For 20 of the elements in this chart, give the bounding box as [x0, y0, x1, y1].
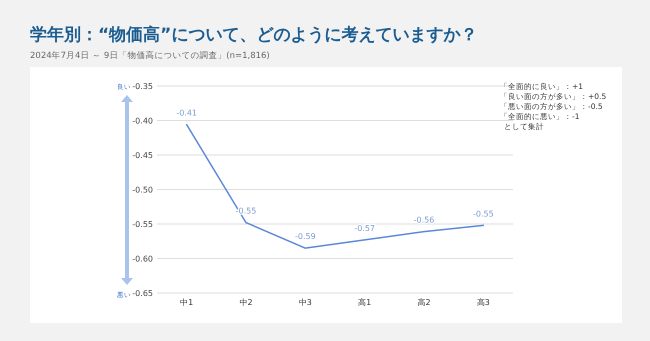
- data-label: -0.59: [294, 232, 316, 242]
- x-tick-label: 高2: [417, 298, 431, 307]
- y-tick-label: -0.60: [132, 254, 153, 264]
- data-label: -0.41: [176, 108, 198, 118]
- y-tick-label: -0.45: [132, 151, 153, 160]
- y-tick-label: -0.50: [132, 186, 153, 194]
- chart-subtitle: 2024年7月4日 ～ 9日「物価高についての調査」(n=1,816): [30, 50, 270, 61]
- y-tick-label: -0.40: [132, 116, 153, 126]
- x-tick-label: 中1: [180, 298, 194, 307]
- y-tick-label: -0.55: [132, 220, 153, 229]
- x-tick-label: 高3: [476, 298, 490, 307]
- x-tick-label: 中3: [298, 298, 312, 307]
- data-label: -0.56: [414, 216, 434, 225]
- x-tick-label: 高1: [358, 298, 372, 307]
- y-tick-label: -0.35: [132, 82, 153, 91]
- chart-title: 学年別：“物価高”について、どのように考えていますか？: [30, 25, 478, 45]
- data-label: -0.55: [472, 209, 494, 218]
- data-label: -0.57: [354, 224, 376, 233]
- y-tick-label: -0.65: [132, 289, 153, 298]
- x-tick-label: 中2: [239, 298, 253, 307]
